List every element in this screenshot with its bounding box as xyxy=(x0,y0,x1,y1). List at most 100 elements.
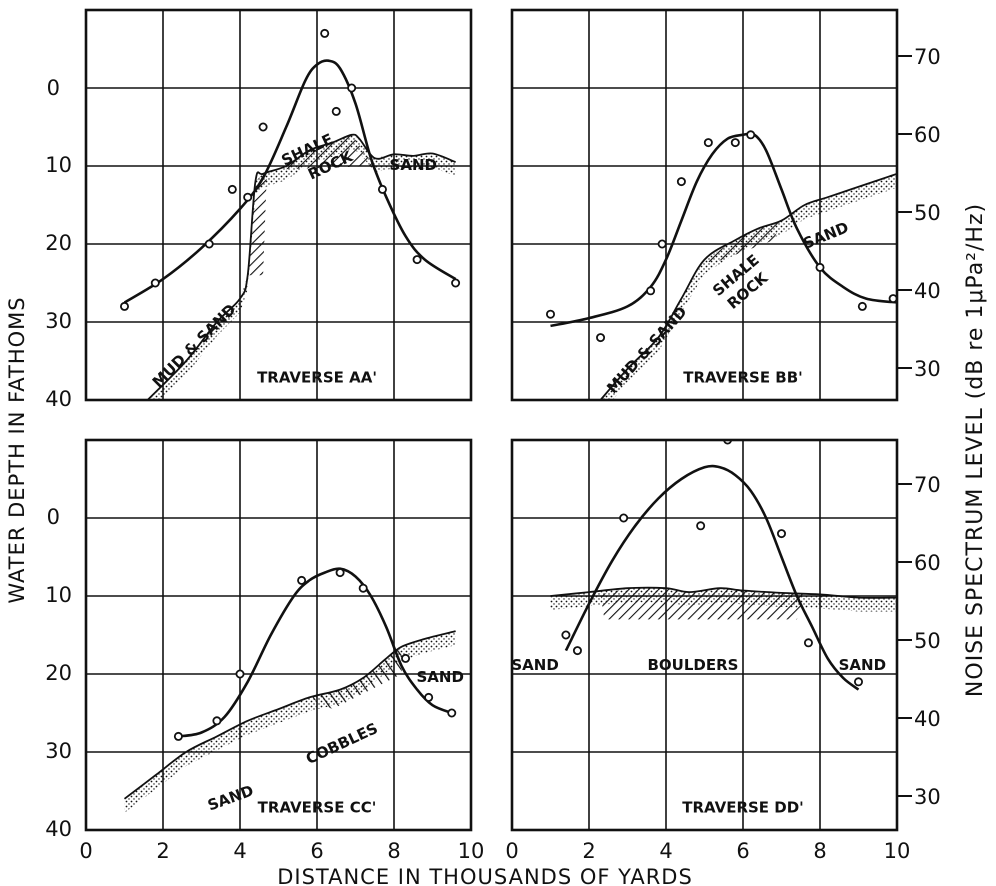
grid xyxy=(86,440,471,830)
depth-tick-label: 0 xyxy=(47,505,60,529)
sediment-label: SAND xyxy=(839,656,886,674)
sediment-label: COBBLES xyxy=(303,719,381,768)
noise-data-point xyxy=(596,333,606,343)
grid xyxy=(512,440,897,830)
noise-data-point xyxy=(657,239,667,249)
x-ticks-right: 0 2 4 6 8 10 xyxy=(505,839,910,863)
noise-data-point xyxy=(401,653,411,663)
noise-data-point xyxy=(347,83,357,93)
x-tick-label: 8 xyxy=(387,839,400,863)
panel-frame xyxy=(510,438,899,832)
noise-data-point xyxy=(412,255,422,265)
noise-data-point xyxy=(424,692,434,702)
x-tick-label: 0 xyxy=(79,839,92,863)
depth-tick-label: 0 xyxy=(47,76,60,100)
bottom-profile-line xyxy=(599,172,897,400)
rock-region xyxy=(704,220,782,264)
noise-curve xyxy=(564,464,860,691)
noise-data-point xyxy=(777,529,787,539)
noise-tick-label: 40 xyxy=(914,279,941,303)
noise-data-point xyxy=(377,184,387,194)
x-tick-label: 8 xyxy=(813,839,826,863)
noise-data-point xyxy=(561,630,571,640)
noise-tick-label: 50 xyxy=(914,201,941,225)
panel-frame xyxy=(84,438,473,832)
noise-ticks-top: 70 60 50 40 30 xyxy=(896,45,941,381)
noise-data-point xyxy=(676,177,686,187)
sediment-label: SAND xyxy=(390,156,437,174)
rock-region xyxy=(247,134,375,276)
depth-tick-label: 10 xyxy=(45,153,72,177)
noise-data-point xyxy=(857,301,867,311)
noise-data-point xyxy=(696,521,706,531)
depth-tick-label: 30 xyxy=(45,739,72,763)
sediment-label: MUD & SAND xyxy=(603,303,690,397)
noise-tick-label: 60 xyxy=(914,123,941,147)
x-tick-label: 10 xyxy=(884,839,911,863)
depth-tick-label: 20 xyxy=(45,661,72,685)
boulders-region xyxy=(600,588,805,620)
noise-data-point xyxy=(854,677,864,687)
noise-data-point xyxy=(619,513,629,523)
x-tick-label: 6 xyxy=(310,839,323,863)
sediment-band xyxy=(147,134,456,400)
noise-tick-label: 40 xyxy=(914,707,941,731)
noise-tick-label: 70 xyxy=(914,45,941,69)
noise-data-point xyxy=(204,239,214,249)
noise-data-point xyxy=(235,669,245,679)
depth-tick-label: 10 xyxy=(45,583,72,607)
noise-data-point xyxy=(331,106,341,116)
x-axis-title: DISTANCE IN THOUSANDS OF YARDS xyxy=(277,865,693,886)
traverse-label: TRAVERSE AA' xyxy=(257,368,377,386)
panel-frame xyxy=(510,8,899,402)
noise-ticks-bottom: 70 60 50 40 30 xyxy=(896,473,941,809)
sediment-label: SAND xyxy=(511,656,558,674)
noise-data-point xyxy=(173,731,183,741)
noise-data-point xyxy=(297,575,307,585)
depth-tick-label: 30 xyxy=(45,309,72,333)
noise-data-point xyxy=(746,130,756,140)
noise-data-point xyxy=(358,583,368,593)
x-tick-label: 0 xyxy=(505,839,518,863)
cobbles-region xyxy=(309,646,402,710)
noise-tick-label: 30 xyxy=(914,785,941,809)
sediment-label: SAND xyxy=(205,781,256,814)
right-y-axis-title: NOISE SPECTRUM LEVEL (dB re 1μPa²/Hz) xyxy=(963,203,988,697)
noise-curve xyxy=(123,59,457,304)
bottom-profile-line xyxy=(123,630,456,800)
traverse-label: TRAVERSE CC' xyxy=(258,798,377,816)
noise-tick-label: 30 xyxy=(914,357,941,381)
x-tick-label: 6 xyxy=(736,839,749,863)
noise-data-point xyxy=(258,122,268,132)
noise-data-point xyxy=(815,262,825,272)
noise-data-point xyxy=(243,192,253,202)
noise-data-point xyxy=(120,301,130,311)
noise-data-point xyxy=(451,278,461,288)
noise-curve xyxy=(178,567,453,738)
noise-data-point xyxy=(227,184,237,194)
x-ticks-left: 0 2 4 6 8 10 xyxy=(79,839,484,863)
panel-bottom-right: SAND BOULDERS SAND TRAVERSE DD' xyxy=(510,438,899,832)
noise-data-point xyxy=(703,138,713,148)
depth-tick-label: 20 xyxy=(45,231,72,255)
sediment-label: BOULDERS xyxy=(647,656,738,674)
traverse-label: TRAVERSE DD' xyxy=(682,798,804,816)
x-tick-label: 2 xyxy=(582,839,595,863)
left-y-axis-title: WATER DEPTH IN FATHOMS xyxy=(5,296,29,603)
x-tick-label: 4 xyxy=(233,839,246,863)
noise-data-point xyxy=(320,28,330,38)
sediment-band xyxy=(600,173,897,400)
noise-tick-label: 50 xyxy=(914,629,941,653)
noise-data-point xyxy=(212,716,222,726)
traverse-label: TRAVERSE BB' xyxy=(683,368,803,386)
noise-data-point xyxy=(546,309,556,319)
bottom-profile-line xyxy=(550,586,897,599)
depth-ticks-top: 0 10 20 30 40 xyxy=(45,76,72,411)
noise-tick-label: 70 xyxy=(914,473,941,497)
noise-data-point xyxy=(646,286,656,296)
depth-tick-label: 40 xyxy=(45,817,72,841)
